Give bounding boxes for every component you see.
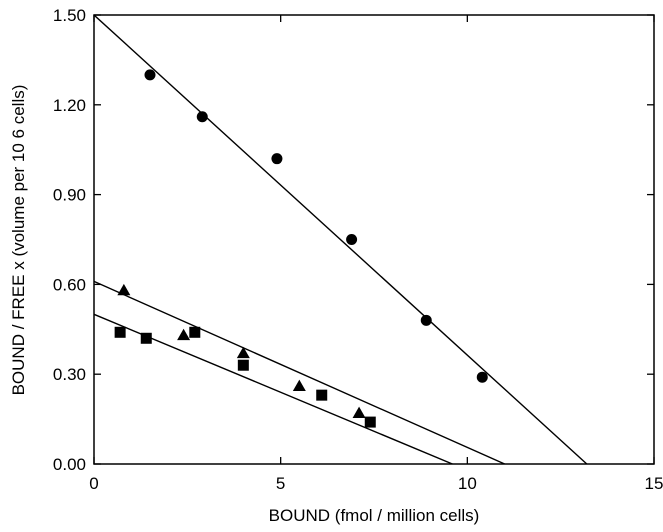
y-tick-label: 0.00 [53,455,86,474]
square-point [364,416,376,428]
square-point [140,332,152,344]
circle-point [346,234,358,245]
triangle-point [292,379,306,392]
y-tick-label: 1.20 [53,96,86,115]
y-tick-label: 0.30 [53,365,86,384]
circle-point [196,111,208,123]
triangle-point [177,328,191,341]
triangle-point [352,406,366,418]
square-point [237,359,249,371]
y-tick-label: 1.50 [53,6,86,25]
triangle-point [117,283,131,296]
circle-point [144,69,156,81]
triangle-point [236,346,250,359]
y-axis-label: BOUND / FREE x (volume per 10 6 cells) [9,85,28,396]
circle-fit-line [94,15,588,464]
square-point [189,326,201,338]
x-axis-label: BOUND (fmol / million cells) [269,506,480,525]
square-fit-line [94,313,453,464]
circle-point [420,314,432,326]
y-tick-label: 0.90 [53,186,86,205]
plot-frame [93,14,655,465]
y-tick-label: 0.60 [53,275,86,294]
square-point [114,326,126,338]
x-tick-label: 0 [89,474,98,493]
circle-point [271,153,283,165]
circle-point [476,371,488,383]
x-tick-label: 15 [645,474,663,493]
square-point [316,389,328,401]
x-tick-label: 5 [276,474,285,493]
x-tick-label: 10 [458,474,477,493]
triangle-fit-line [94,280,505,464]
